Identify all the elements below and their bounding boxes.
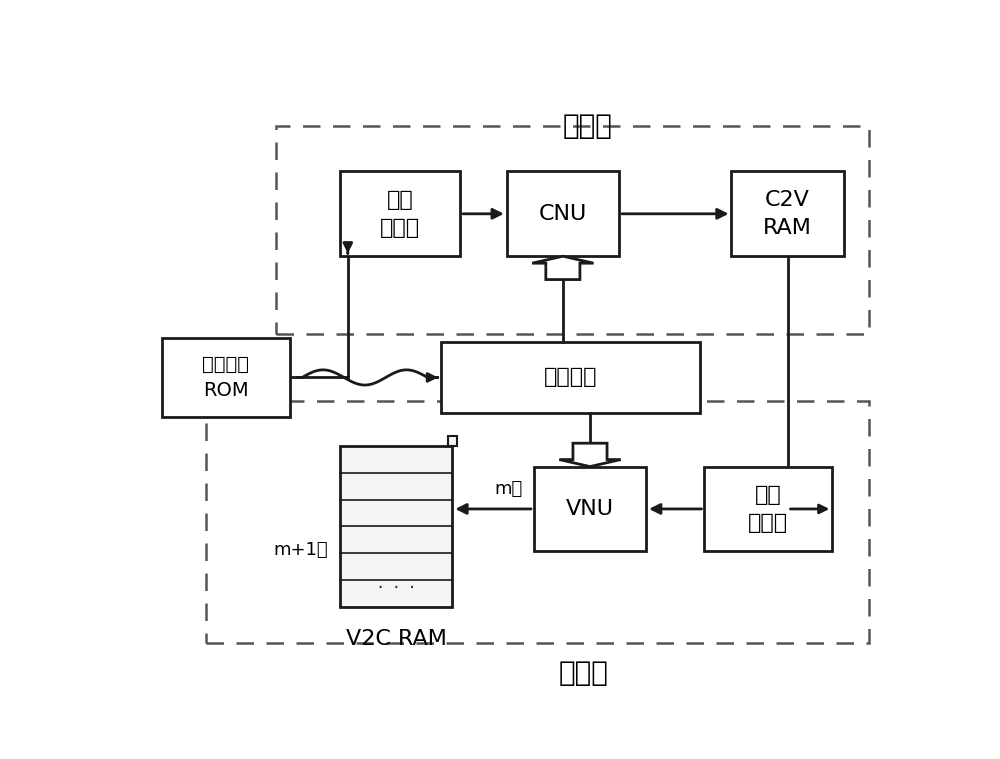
Text: 桶形
移位器: 桶形 移位器 (748, 485, 788, 533)
Bar (507, 172, 619, 257)
Polygon shape (559, 443, 621, 467)
Bar (704, 467, 832, 551)
Bar (276, 126, 869, 334)
Bar (340, 446, 452, 607)
Text: CNU: CNU (539, 204, 587, 224)
Bar (340, 172, 460, 257)
Text: ·  ·  ·: · · · (378, 578, 415, 597)
Text: 列操作: 列操作 (559, 659, 609, 687)
Text: 控制逻辑: 控制逻辑 (544, 367, 597, 387)
Bar (731, 172, 844, 257)
Text: C2V
RAM: C2V RAM (763, 190, 812, 238)
Bar (206, 401, 869, 644)
Bar (534, 467, 646, 551)
Text: 桶形
移位器: 桶形 移位器 (380, 190, 420, 238)
Bar (162, 338, 290, 417)
Text: m+1层: m+1层 (274, 541, 328, 559)
Text: 行操作: 行操作 (563, 112, 613, 140)
Text: VNU: VNU (566, 499, 614, 519)
Text: V2C RAM: V2C RAM (346, 629, 447, 649)
Text: 校验矩阵
ROM: 校验矩阵 ROM (202, 354, 249, 400)
Text: m层: m层 (494, 480, 523, 499)
Polygon shape (532, 257, 594, 279)
Bar (441, 342, 700, 413)
Bar (448, 436, 457, 446)
